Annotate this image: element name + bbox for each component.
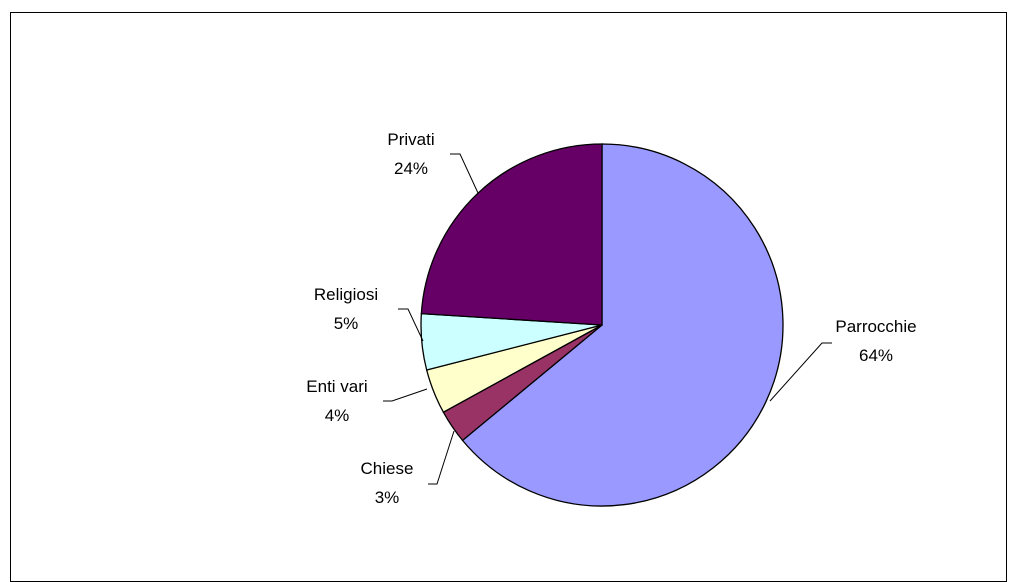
label-privati: Privati 24% [387, 130, 434, 178]
label-religiosi-percent: 5% [334, 314, 359, 333]
label-enti-vari-percent: 4% [325, 406, 350, 425]
slice-privati [420, 143, 603, 326]
label-privati-name: Privati [387, 130, 434, 149]
label-parrocchie-name: Parrocchie [835, 317, 916, 336]
label-religiosi-name: Religiosi [314, 285, 378, 304]
label-chiese-percent: 3% [375, 488, 400, 507]
leader-parrocchie [769, 342, 832, 402]
label-religiosi: Religiosi 5% [314, 285, 378, 333]
label-privati-percent: 24% [394, 159, 428, 178]
label-chiese: Chiese 3% [361, 459, 414, 507]
leader-religiosi [398, 308, 424, 342]
label-parrocchie: Parrocchie 64% [835, 317, 916, 365]
data-labels: Parrocchie 64% Chiese 3% Enti vari 4% Re… [306, 130, 916, 507]
leader-chiese [428, 430, 455, 485]
leader-enti-vari [383, 388, 428, 402]
pie-slices [420, 143, 784, 507]
label-enti-vari-name: Enti vari [306, 377, 367, 396]
leader-lines [383, 153, 832, 485]
label-chiese-name: Chiese [361, 459, 414, 478]
leader-privati [450, 153, 479, 194]
label-enti-vari: Enti vari 4% [306, 377, 367, 425]
slice-parrocchie [461, 143, 784, 507]
label-parrocchie-percent: 64% [859, 346, 893, 365]
